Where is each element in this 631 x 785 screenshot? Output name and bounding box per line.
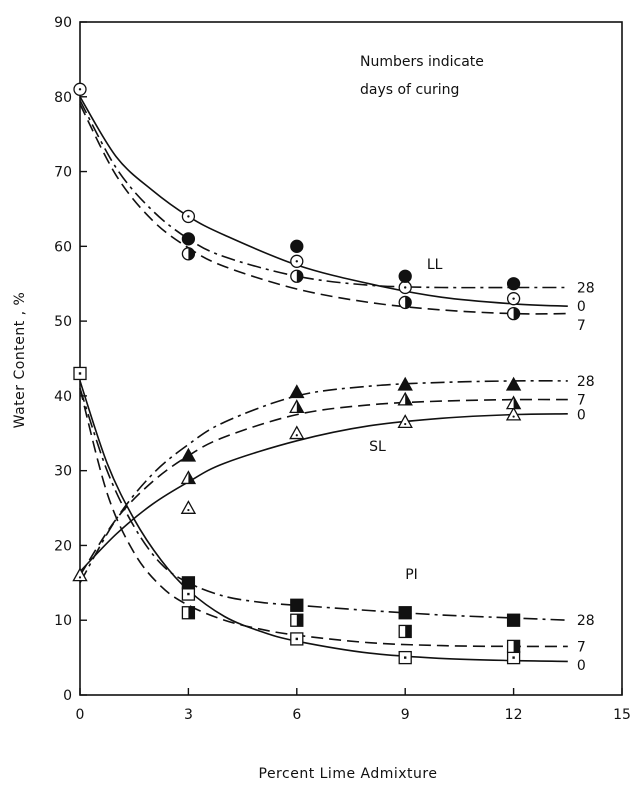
curve-ll-0 [79,96,568,307]
marker-sl-7 [289,399,305,414]
group-label-sl: SL [369,439,386,455]
x-axis-title: Percent Lime Admixture [259,766,438,782]
marker-pi-0 [181,587,196,601]
marker-sl-7 [505,395,522,410]
y-tick-label: 70 [54,165,72,181]
fit-curves [79,96,568,663]
marker-pi-7 [506,639,521,654]
data-markers [72,82,522,665]
curve-ll-28 [79,100,568,289]
group-label-pi: PI [405,567,418,583]
y-tick-label: 90 [54,15,72,31]
marker-ll-7 [398,295,412,310]
curve-pi-7 [79,388,568,648]
plot-frame [79,21,623,696]
curve-end-label: 28 [577,374,595,390]
marker-ll-7 [290,269,304,283]
marker-sl-28 [289,384,305,399]
x-tick-label: 3 [184,707,193,723]
y-axis-ticks: 0 10 20 30 40 50 60 70 80 90 [54,15,87,704]
marker-sl-0 [505,406,522,421]
x-tick-label: 12 [505,707,523,723]
curve-end-label: 28 [577,613,595,629]
marker-pi-7 [181,606,196,620]
curve-sl-28 [79,380,568,584]
marker-ll-0 [290,254,304,268]
y-tick-label: 40 [54,389,72,405]
y-tick-label: 30 [54,464,72,480]
marker-pi-28 [181,576,196,590]
y-tick-label: 0 [63,688,72,704]
marker-sl-28 [505,376,522,391]
marker-ll-0 [398,280,412,295]
marker-ll-28 [181,232,196,246]
curve-end-label: 28 [577,280,595,296]
marker-ll-28 [398,269,412,283]
marker-pi-7 [398,624,412,639]
marker-ll-7 [506,306,521,321]
marker-pi-0 [398,650,412,665]
x-tick-label: 9 [401,707,410,723]
marker-ll-0 [181,209,196,224]
marker-sl-7 [397,391,413,406]
y-tick-label: 10 [54,613,72,629]
curve-end-label: 0 [577,658,586,674]
marker-sl-28 [180,447,197,462]
marker-sl-7 [180,470,197,485]
x-tick-label: 15 [613,707,631,723]
marker-ll-0 [73,82,87,96]
curve-pi-28 [79,388,568,621]
marker-ll-0 [506,292,521,306]
y-tick-label: 60 [54,239,72,255]
y-tick-label: 20 [54,538,72,554]
curve-end-label: 0 [577,299,586,315]
y-tick-label: 50 [54,314,72,330]
curve-ll-7 [79,103,568,315]
marker-pi-28 [506,613,521,627]
marker-ll-28 [506,277,521,291]
x-tick-label: 0 [76,707,85,723]
curve-pi-0 [79,380,568,663]
annotation-line-1: Numbers indicate [360,54,484,70]
marker-sl-28 [397,376,413,391]
marker-pi-7 [290,613,304,627]
marker-pi-0 [506,650,521,665]
group-label-ll: LL [427,257,443,273]
curve-sl-7 [79,398,568,576]
marker-sl-0 [72,567,88,582]
y-tick-label: 80 [54,90,72,106]
marker-pi-0 [290,632,304,646]
curve-sl-0 [79,413,568,573]
marker-pi-0 [73,366,87,381]
marker-sl-0 [397,414,413,428]
marker-sl-0 [180,500,197,514]
curve-end-label: 7 [577,393,586,409]
curve-end-label: 7 [577,318,586,334]
marker-ll-7 [181,247,196,261]
marker-sl-0 [289,425,305,440]
x-axis-ticks: 0 3 6 9 12 15 [76,688,631,723]
curve-end-label: 0 [577,408,586,424]
marker-pi-28 [398,606,412,620]
marker-ll-28 [290,239,304,253]
marker-pi-28 [290,598,304,612]
y-axis-title: Water Content , % [12,292,28,429]
curve-end-label: 7 [577,639,586,655]
annotation-line-2: days of curing [360,82,459,98]
x-tick-label: 6 [292,707,301,723]
